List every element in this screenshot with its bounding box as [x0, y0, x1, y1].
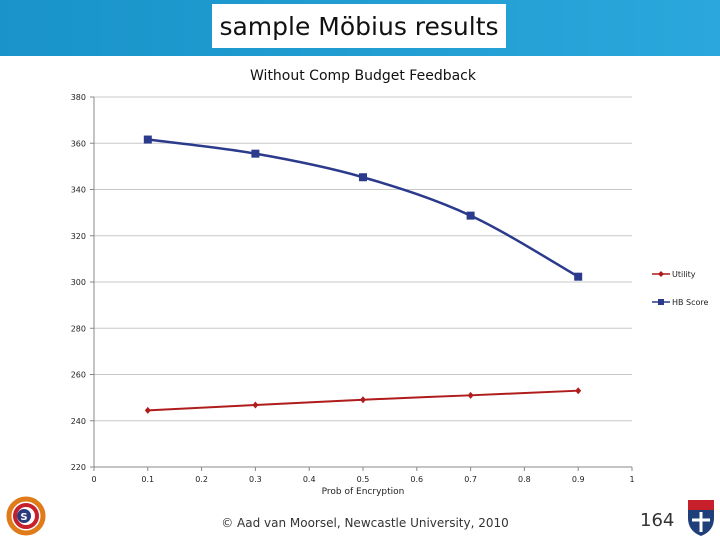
- chart-legend: Utility HB Score: [652, 270, 709, 307]
- legend-label-utility: Utility: [672, 270, 696, 279]
- y-tick-label: 320: [71, 232, 86, 241]
- data-point-utility: [144, 406, 151, 414]
- x-tick-label: 0.4: [303, 475, 316, 484]
- x-axis-label: Prob of Encryption: [322, 487, 405, 497]
- x-tick-label: 0.2: [195, 475, 208, 484]
- x-tick-label: 0.6: [410, 475, 423, 484]
- legend-marker-utility: [658, 271, 664, 277]
- university-crest: [686, 498, 716, 542]
- x-tick-label: 0.8: [518, 475, 531, 484]
- title-bar: sample Möbius results: [0, 0, 720, 56]
- data-point-hb-score: [143, 135, 152, 144]
- y-tick-label: 220: [71, 463, 86, 472]
- svg-text:S: S: [20, 512, 27, 523]
- x-tick-label: 0: [91, 475, 96, 484]
- y-tick-label: 300: [71, 278, 86, 287]
- data-point-utility: [360, 396, 366, 404]
- legend-marker-hb-score: [658, 299, 664, 305]
- line-chart: 220 240 260 280 300 320 340 360 380 0 0.1 0.2 0.3 0.4…: [71, 68, 709, 497]
- x-tick-label: 0.3: [249, 475, 262, 484]
- data-point-hb-score: [251, 149, 260, 158]
- legend-label-hb-score: HB Score: [672, 298, 709, 307]
- data-point-hb-score: [466, 211, 475, 220]
- data-point-utility: [252, 401, 259, 409]
- cs-logo: S: [6, 496, 46, 540]
- x-tick-label: 0.5: [357, 475, 370, 484]
- chart-series: [143, 135, 583, 414]
- chart-grid: [94, 96, 632, 422]
- y-tick-label: 360: [71, 139, 86, 148]
- y-tick-label: 280: [71, 324, 86, 333]
- series-line-hb-score: [147, 138, 579, 278]
- chart-title: Without Comp Budget Feedback: [250, 68, 477, 84]
- y-tick-label: 260: [71, 371, 86, 380]
- data-point-hb-score: [359, 173, 367, 182]
- data-point-utility: [467, 391, 474, 399]
- page-number: 164: [640, 510, 675, 531]
- x-tick-label: 0.9: [572, 475, 585, 484]
- slide-title: sample Möbius results: [212, 4, 506, 48]
- x-tick-label: 0.1: [141, 475, 154, 484]
- x-tick-label: 1: [629, 475, 634, 484]
- data-point-utility: [575, 387, 582, 395]
- x-tick-label: 0.7: [464, 475, 477, 484]
- y-tick-label: 380: [71, 93, 86, 102]
- y-tick-label: 340: [71, 186, 86, 195]
- chart-ticks: 220 240 260 280 300 320 340 360 380 0 0.1 0.2 0.3 0.4…: [71, 93, 635, 484]
- data-point-hb-score: [574, 272, 583, 281]
- y-tick-label: 240: [71, 417, 86, 426]
- footer-copyright: © Aad van Moorsel, Newcastle University,…: [221, 516, 509, 530]
